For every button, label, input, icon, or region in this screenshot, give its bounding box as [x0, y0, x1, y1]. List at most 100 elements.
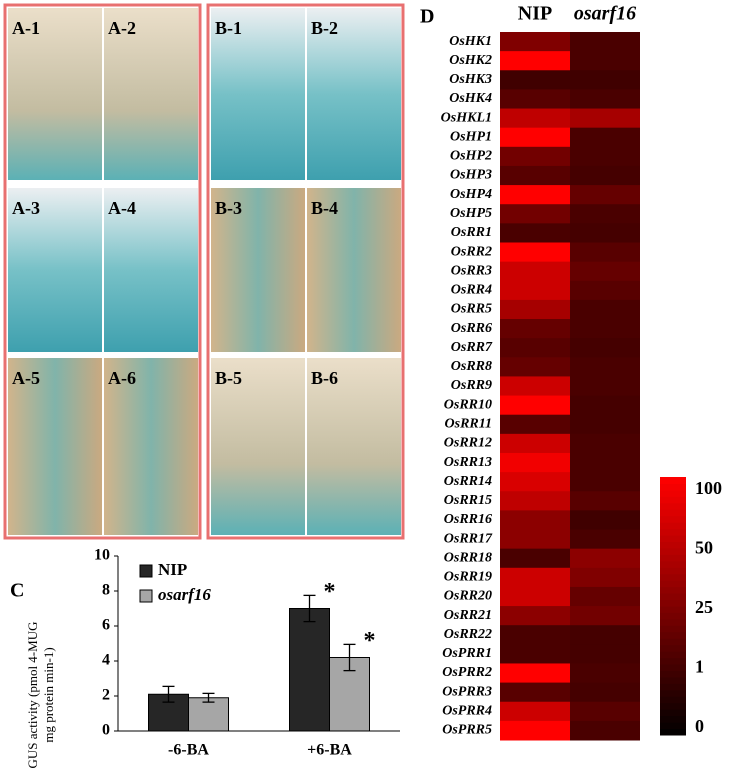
heatmap-cell	[570, 338, 640, 358]
y-tick-label: 10	[94, 547, 110, 564]
row-label: OsRR4	[451, 283, 492, 298]
heatmap-cell	[570, 472, 640, 492]
panel-label: C	[10, 580, 24, 602]
legend-label: NIP	[158, 560, 187, 579]
heatmap-cell	[570, 625, 640, 645]
colorbar-step	[660, 554, 686, 562]
row-label: OsPRR2	[442, 665, 492, 680]
row-label: OsRR3	[451, 263, 492, 278]
heatmap-cell	[500, 127, 570, 148]
heatmap-cell	[570, 223, 640, 243]
photo-label: A-6	[108, 368, 136, 388]
colorbar-step	[660, 709, 686, 717]
row-label: OsHP2	[450, 149, 492, 164]
colorbar-step	[660, 560, 686, 568]
heatmap-cell	[570, 108, 640, 129]
y-tick-label: 8	[102, 582, 110, 599]
heatmap-cell	[500, 261, 570, 282]
colorbar-step	[660, 689, 686, 697]
heatmap-cell	[570, 165, 640, 186]
colorbar-step	[660, 489, 686, 497]
heatmap-cell	[570, 127, 640, 148]
y-axis-label: GUS activity (pmol 4-MUG mg protein min-…	[25, 621, 56, 769]
row-label: OsHP4	[450, 187, 492, 202]
heatmap-cell	[500, 701, 570, 722]
heatmap-cell	[570, 701, 640, 722]
row-label: OsRR20	[444, 589, 492, 604]
heatmap-cell	[500, 663, 570, 684]
photo	[8, 8, 102, 180]
colorbar-step	[660, 702, 686, 710]
heatmap-cell	[570, 414, 640, 435]
heatmap-cell	[500, 720, 570, 741]
photo-label: B-4	[311, 198, 338, 218]
colorbar-step	[660, 547, 686, 555]
column-label: NIP	[518, 3, 552, 25]
heatmap-cell	[500, 299, 570, 320]
error-bar	[202, 692, 215, 703]
colorbar-step	[660, 676, 686, 684]
colorbar-step	[660, 670, 686, 678]
heatmap-cell	[570, 682, 640, 703]
heatmap-cell	[570, 280, 640, 301]
heatmap-cell	[570, 720, 640, 741]
row-label: OsHK2	[449, 53, 492, 68]
heatmap-cell	[500, 89, 570, 110]
heatmap-cell	[570, 89, 640, 110]
colorbar-step	[660, 477, 686, 484]
heatmap-cell	[500, 165, 570, 186]
legend-swatch	[139, 589, 153, 603]
heatmap-cell	[570, 376, 640, 397]
row-label: OsRR1	[451, 225, 492, 240]
heatmap-cell	[570, 146, 640, 167]
heatmap-cell	[570, 452, 640, 473]
error-bar	[343, 643, 356, 672]
heatmap-cell	[500, 223, 570, 243]
colorbar-step	[660, 631, 686, 639]
heatmap-cell	[500, 32, 570, 52]
heatmap-cell	[500, 491, 570, 511]
heatmap-cell	[570, 70, 640, 90]
colorbar-tick-label: 25	[695, 597, 713, 617]
row-label: OsRR8	[451, 359, 492, 374]
heatmap-cell	[570, 204, 640, 224]
heatmap-cell	[570, 529, 640, 550]
legend-label: osarf16	[158, 585, 211, 604]
heatmap-cell	[500, 185, 570, 205]
heatmap-cell	[500, 395, 570, 416]
panel-label: D	[420, 6, 434, 28]
photo	[8, 358, 102, 535]
colorbar-step	[660, 606, 686, 613]
colorbar-step	[660, 573, 686, 581]
heatmap-cell	[570, 644, 640, 664]
colorbar-step	[660, 722, 686, 730]
heatmap-cell	[500, 146, 570, 167]
colorbar-step	[660, 625, 686, 633]
colorbar-step	[660, 664, 686, 671]
x-tick-label: +6-BA	[307, 742, 352, 759]
heatmap-cell	[500, 529, 570, 550]
heatmap-cell	[500, 625, 570, 645]
heatmap-cell	[500, 510, 570, 531]
legend-swatch	[139, 564, 153, 578]
photo-label: A-5	[12, 368, 40, 388]
y-tick-label: 2	[102, 687, 110, 704]
row-label: OsHP3	[450, 168, 492, 183]
photo	[211, 358, 305, 535]
row-label: OsRR9	[451, 378, 492, 393]
photo-label: A-3	[12, 198, 40, 218]
row-label: OsRR11	[445, 416, 492, 431]
photo	[104, 188, 198, 352]
photo-label: B-6	[311, 368, 338, 388]
significance-marker: *	[324, 579, 336, 605]
heatmap-cell	[570, 491, 640, 511]
colorbar-step	[660, 567, 686, 575]
photo	[307, 188, 401, 352]
colorbar-tick-label: 50	[695, 538, 713, 558]
photo-label: B-2	[311, 18, 338, 38]
colorbar-step	[660, 522, 686, 530]
heatmap-cell	[500, 242, 570, 263]
column-label: osarf16	[574, 3, 636, 25]
